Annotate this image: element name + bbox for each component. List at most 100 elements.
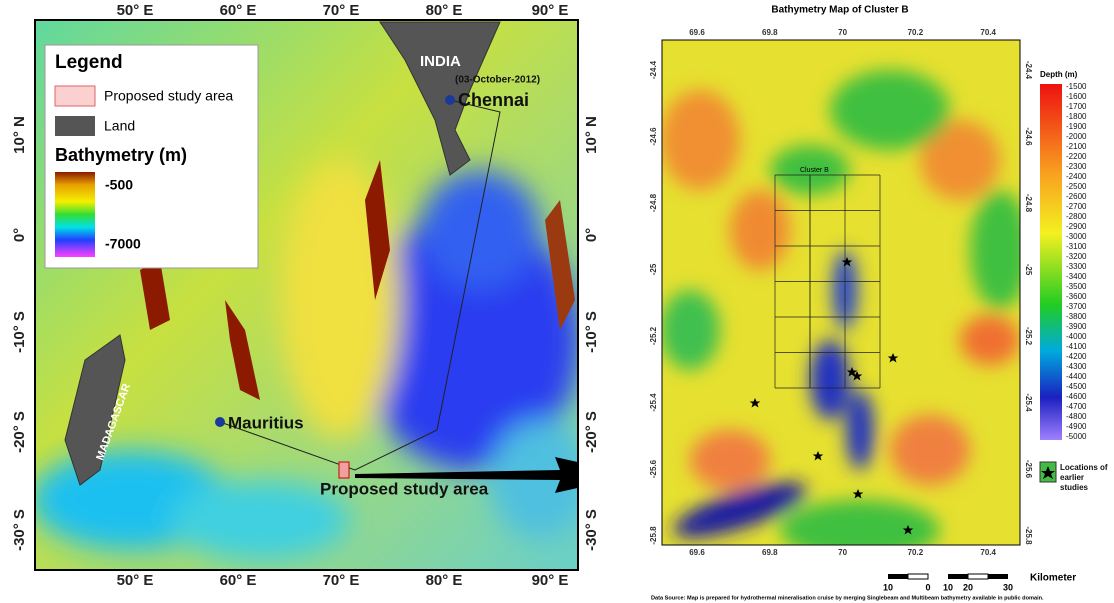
lon-label: 69.8 <box>762 548 778 557</box>
lat-label: -10° S <box>11 311 28 353</box>
lat-label: -24.8 <box>649 193 658 212</box>
lat-label: -25.2 <box>1024 327 1033 346</box>
depth-label: -2200 <box>1066 152 1087 161</box>
depth-label: -1700 <box>1066 102 1087 111</box>
locations-legend: Locations of earlier studies <box>1060 463 1114 493</box>
lon-label: 90° E <box>532 2 569 19</box>
lat-label: -24.4 <box>1024 61 1033 80</box>
lat-label: -24.4 <box>649 60 658 79</box>
cluster-label: Cluster B <box>800 167 829 174</box>
scale-tick: 30 <box>1003 582 1013 592</box>
lat-label: -25.4 <box>649 393 658 412</box>
india-label: INDIA <box>420 53 461 70</box>
mauritius-label: Mauritius <box>228 413 304 432</box>
lat-label: -25.2 <box>649 326 658 345</box>
scale-tick: 0 <box>925 582 930 592</box>
lon-label: 69.6 <box>689 548 705 557</box>
depth-label: -4500 <box>1066 382 1087 391</box>
lat-label: -20° S <box>583 411 600 453</box>
lon-label: 80° E <box>426 572 463 589</box>
bathymetry-bottom: -7000 <box>105 236 141 252</box>
depth-label: -2300 <box>1066 162 1087 171</box>
date-label: (03-October-2012) <box>455 75 540 86</box>
depth-label: -2400 <box>1066 172 1087 181</box>
lat-label: 0° <box>583 228 600 242</box>
depth-label: -4400 <box>1066 372 1087 381</box>
depth-label: -3900 <box>1066 322 1087 331</box>
lon-label: 60° E <box>220 572 257 589</box>
data-source: Data Source: Map is prepared for hydroth… <box>651 595 1044 601</box>
depth-label: -4700 <box>1066 402 1087 411</box>
lon-label: 70.4 <box>980 548 996 557</box>
lat-label: -25.6 <box>649 459 658 478</box>
lon-label: 90° E <box>532 572 569 589</box>
lon-label: 60° E <box>220 2 257 19</box>
lon-label: 69.8 <box>762 28 778 37</box>
depth-label: -4600 <box>1066 392 1087 401</box>
depth-label: -4300 <box>1066 362 1087 371</box>
legend: Legend Proposed study area Land Bathymet… <box>45 45 258 268</box>
depth-label: -4000 <box>1066 332 1087 341</box>
depth-label: -3500 <box>1066 282 1087 291</box>
depth-label: -3600 <box>1066 292 1087 301</box>
lon-label: 70° E <box>323 572 360 589</box>
depth-label: -4900 <box>1066 422 1087 431</box>
depth-title: Depth (m) <box>1040 70 1078 79</box>
depth-label: -2700 <box>1066 202 1087 211</box>
page: INDIA (03-October-2012) Chennai MADAGASC… <box>0 0 1114 603</box>
scale-tick: 10 <box>943 582 953 592</box>
chennai-label: Chennai <box>458 90 529 110</box>
right-title: Bathymetry Map of Cluster B <box>771 5 908 16</box>
lat-label: 10° N <box>11 116 28 154</box>
depth-label: -3700 <box>1066 302 1087 311</box>
depth-label: -2600 <box>1066 192 1087 201</box>
lat-label: -24.8 <box>1024 194 1033 213</box>
depth-label: -4100 <box>1066 342 1087 351</box>
depth-label: -3100 <box>1066 242 1087 251</box>
legend-item: Proposed study area <box>104 88 233 104</box>
depth-label: -1800 <box>1066 112 1087 121</box>
lon-label: 70° E <box>323 2 360 19</box>
depth-colorbar <box>1040 84 1062 440</box>
depth-label: -1500 <box>1066 82 1087 91</box>
lat-label: -25 <box>1024 264 1033 276</box>
study-area-label: Proposed study area <box>320 479 489 498</box>
lat-label: -24.6 <box>649 127 658 146</box>
lat-label: -30° S <box>583 509 600 551</box>
depth-label: -4800 <box>1066 412 1087 421</box>
lat-label: -30° S <box>11 509 28 551</box>
bathymetry-title: Bathymetry (m) <box>55 145 187 165</box>
lon-label: 70.2 <box>908 548 924 557</box>
lat-label: -25 <box>649 263 658 275</box>
cluster-map <box>660 40 1030 560</box>
lat-label: -25.8 <box>649 526 658 545</box>
lat-label: -24.6 <box>1024 127 1033 146</box>
scale-tick: 10 <box>883 582 893 592</box>
depth-label: -1600 <box>1066 92 1087 101</box>
depth-label: -2100 <box>1066 142 1087 151</box>
depth-label: -2800 <box>1066 212 1087 221</box>
lat-label: -25.8 <box>1024 526 1033 545</box>
lat-label: 10° N <box>583 116 600 154</box>
lat-label: 0° <box>11 228 28 242</box>
lon-label: 70.4 <box>980 28 996 37</box>
lon-label: 70 <box>838 548 847 557</box>
lon-label: 50° E <box>117 2 154 19</box>
lon-label: 80° E <box>426 2 463 19</box>
lon-label: 70.2 <box>908 28 924 37</box>
legend-title: Legend <box>55 52 123 73</box>
depth-label: -3400 <box>1066 272 1087 281</box>
lon-label: 69.6 <box>689 28 705 37</box>
depth-label: -3000 <box>1066 232 1087 241</box>
lon-label: 70 <box>838 28 847 37</box>
depth-label: -5000 <box>1066 432 1087 441</box>
depth-label: -2000 <box>1066 132 1087 141</box>
depth-label: -2500 <box>1066 182 1087 191</box>
depth-label: -3200 <box>1066 252 1087 261</box>
lat-label: -20° S <box>11 411 28 453</box>
lon-label: 50° E <box>117 572 154 589</box>
depth-label: -4200 <box>1066 352 1087 361</box>
scale-bar: Kilometer <box>888 573 1076 584</box>
lat-label: -25.4 <box>1024 393 1033 412</box>
lat-label: -25.6 <box>1024 460 1033 479</box>
